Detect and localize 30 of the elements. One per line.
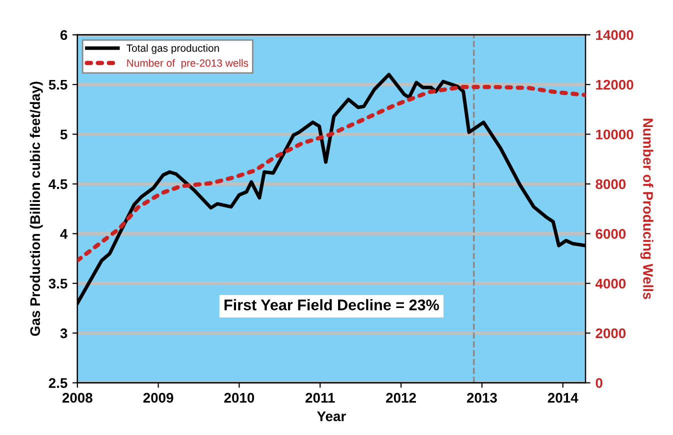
x-tick-label: 2013	[466, 392, 497, 403]
y-tick-label: 5.5	[48, 80, 68, 90]
y-tick-label: 4	[60, 229, 68, 239]
y-axis-title: Gas Production (Billion cubic feet/day)	[30, 82, 43, 336]
y-tick-label: 2.5	[48, 378, 68, 388]
x-tick-label: 2009	[143, 392, 174, 403]
y-tick-label: 4.5	[48, 179, 68, 190]
legend-label: Number of pre-2013 wells	[127, 59, 248, 69]
y-tick-label: 6	[60, 30, 68, 40]
legend-label: Total gas production	[126, 44, 219, 54]
y2-tick-label: 4000	[595, 278, 626, 289]
y2-tick-label: 12000	[596, 80, 634, 90]
y2-tick-label: 0	[596, 378, 602, 388]
y2-axis-title: Number of Producing Wells	[640, 118, 654, 300]
y-tick-label: 3.5	[48, 278, 68, 289]
y2-tick-label: 14000	[596, 30, 634, 40]
y-tick-label: 3	[60, 328, 68, 338]
x-tick-label: 2010	[224, 392, 254, 403]
x-tick-label: 2008	[62, 392, 92, 403]
y2-tick-label: 10000	[596, 130, 634, 140]
x-tick-label: 2014	[548, 392, 578, 403]
x-tick-label: 2011	[306, 392, 335, 403]
x-axis-title: Year	[317, 412, 346, 422]
x-tick-label: 2012	[386, 392, 416, 403]
line-series	[77, 84, 586, 263]
y2-tick-label: 2000	[596, 328, 626, 338]
annotation: First Year Field Decline = 23%	[224, 299, 439, 310]
y-tick-label: 5	[60, 130, 68, 140]
y2-tick-label: 6000	[596, 228, 626, 239]
y2-tick-label: 8000	[596, 179, 626, 190]
